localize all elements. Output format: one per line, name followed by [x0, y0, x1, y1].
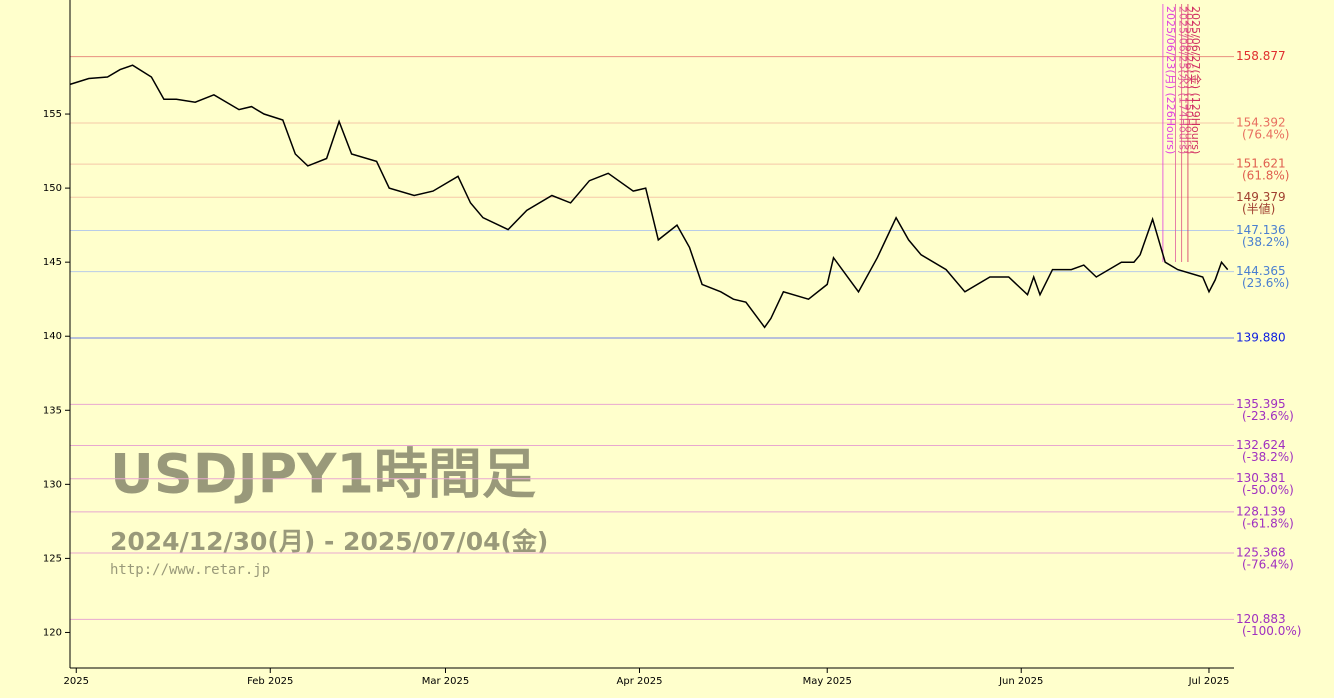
y-tick-label: 150 — [43, 183, 62, 194]
level-label: 147.136 — [1236, 223, 1286, 237]
level-label: 158.877 — [1236, 49, 1286, 63]
watermark-title: USDJPY1時間足 — [110, 443, 536, 506]
level-label: 139.880 — [1236, 330, 1286, 344]
x-tick-label: Mar 2025 — [422, 676, 470, 687]
x-tick-label: Feb 2025 — [247, 676, 293, 687]
watermark-subtitle: 2024/12/30(月) - 2025/07/04(金) — [110, 527, 548, 556]
level-label: 128.139 — [1236, 504, 1286, 518]
y-tick-label: 130 — [43, 479, 62, 490]
level-ratio: (-76.4%) — [1242, 557, 1294, 571]
time-marker-label: 2025/06/25(水) (174Hours) — [1176, 6, 1189, 154]
y-tick-label: 145 — [43, 257, 62, 268]
time-marker-label: 2025/06/27(金) (129Hours) — [1189, 6, 1203, 154]
x-tick-label: 2025 — [64, 676, 89, 687]
y-tick-label: 120 — [43, 627, 62, 638]
level-ratio: (-38.2%) — [1242, 450, 1294, 464]
level-ratio: (76.4%) — [1242, 128, 1289, 142]
level-ratio: (-61.8%) — [1242, 516, 1294, 530]
level-ratio: (半値) — [1242, 201, 1275, 216]
x-tick-label: Apr 2025 — [617, 676, 663, 687]
x-tick-label: Jul 2025 — [1188, 676, 1230, 687]
y-tick-label: 135 — [43, 405, 62, 416]
level-ratio: (-50.0%) — [1242, 483, 1294, 497]
level-label: 120.883 — [1236, 612, 1286, 626]
time-marker-label: 2025/06/26(木) (150Hours) — [1183, 6, 1196, 154]
time-marker-label: 2025/06/23(月) (226Hours) — [1164, 6, 1177, 154]
level-ratio: (61.8%) — [1242, 169, 1289, 183]
x-tick-label: May 2025 — [803, 676, 852, 687]
level-label: 132.624 — [1236, 438, 1286, 452]
level-label: 149.379 — [1236, 190, 1286, 204]
level-label: 154.392 — [1236, 116, 1286, 130]
level-label: 125.368 — [1236, 545, 1286, 559]
y-tick-label: 140 — [43, 331, 62, 342]
level-ratio: (-23.6%) — [1242, 409, 1294, 423]
level-label: 144.365 — [1236, 264, 1286, 278]
watermark-url: http://www.retar.jp — [110, 562, 270, 578]
level-label: 151.621 — [1236, 157, 1286, 171]
y-tick-label: 155 — [43, 109, 62, 120]
x-tick-label: Jun 2025 — [998, 676, 1043, 687]
price-line — [69, 64, 1229, 329]
level-label: 135.395 — [1236, 397, 1286, 411]
level-ratio: (38.2%) — [1242, 235, 1289, 249]
level-ratio: (23.6%) — [1242, 276, 1289, 290]
y-tick-label: 125 — [43, 553, 62, 564]
level-label: 130.381 — [1236, 471, 1286, 485]
level-ratio: (-100.0%) — [1242, 624, 1301, 638]
